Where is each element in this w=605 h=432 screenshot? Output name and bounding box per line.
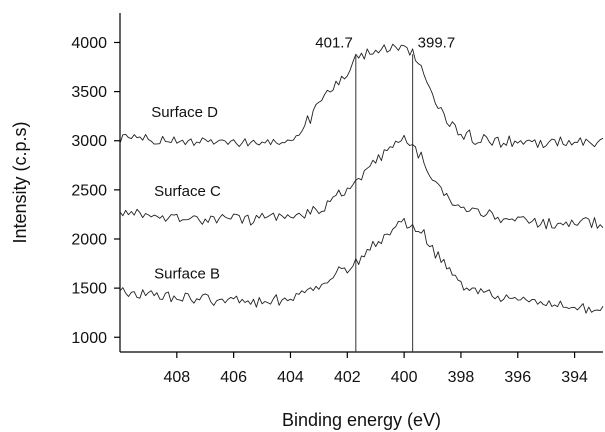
spectrum-trace-surface-c (119, 134, 604, 230)
series-label: Surface B (154, 265, 220, 282)
x-tick-label: 396 (504, 369, 531, 386)
spectrum-traces (119, 43, 604, 314)
y-tick-label: 1000 (71, 330, 107, 347)
spectrum-trace-surface-b (119, 217, 604, 314)
y-tick-label: 4000 (71, 35, 107, 52)
series-label: Surface C (154, 183, 221, 200)
peak-marker-lines (355, 54, 414, 352)
peak-annotation-label: 399.7 (418, 34, 456, 51)
y-axis-ticks: 1000 1500 2000 2500 3000 3500 4000 (71, 35, 120, 347)
x-tick-label: 404 (277, 369, 304, 386)
x-tick-label: 394 (561, 369, 588, 386)
y-axis-title: Intensity (c.p.s) (10, 121, 30, 243)
x-axis-title: Binding energy (eV) (282, 410, 441, 430)
y-tick-label: 3000 (71, 133, 107, 150)
peak-annotation-label: 401.7 (315, 34, 353, 51)
x-tick-label: 408 (163, 369, 190, 386)
spectrum-trace-surface-d (119, 43, 604, 149)
x-tick-label: 398 (448, 369, 475, 386)
y-tick-label: 1500 (71, 281, 107, 298)
peak-annotations: 401.7 399.7 (315, 34, 455, 51)
y-tick-label: 2500 (71, 182, 107, 199)
y-tick-label: 3500 (71, 84, 107, 101)
series-label: Surface D (151, 104, 218, 121)
plot-axes (119, 13, 603, 353)
x-axis-ticks: 408 406 404 402 400 398 396 394 (163, 352, 588, 386)
x-tick-label: 406 (220, 369, 247, 386)
x-tick-label: 402 (334, 369, 361, 386)
series-labels: Surface D Surface C Surface B (151, 104, 221, 282)
y-tick-label: 2000 (71, 232, 107, 249)
x-tick-label: 400 (391, 369, 418, 386)
